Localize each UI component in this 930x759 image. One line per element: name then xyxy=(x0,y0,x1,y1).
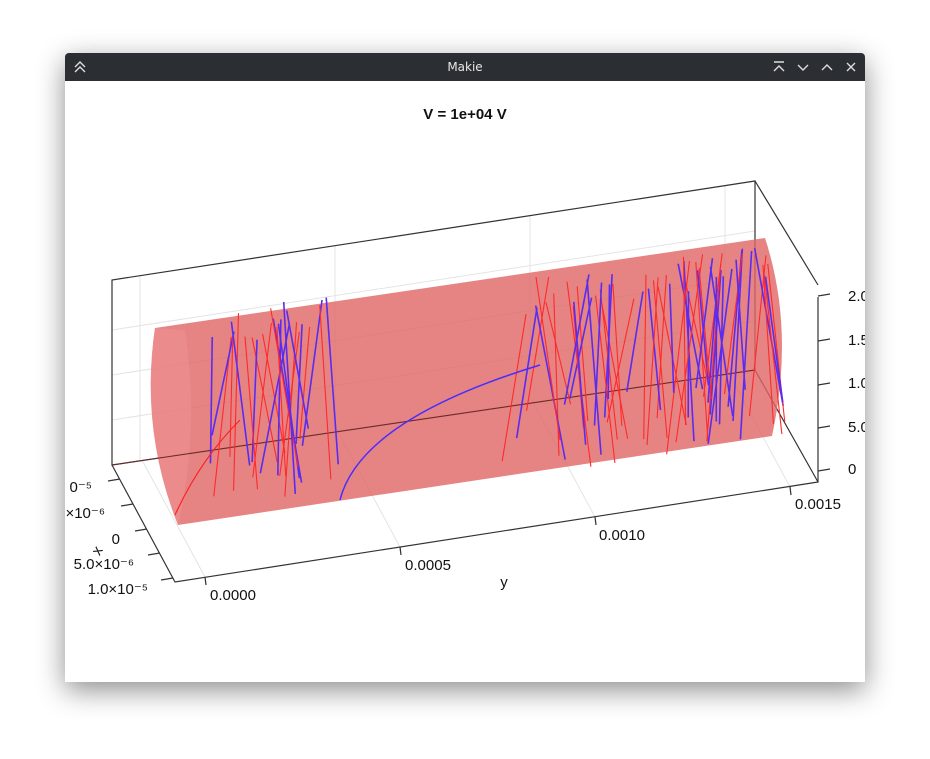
menu-button[interactable] xyxy=(73,60,87,74)
trajectory-segment xyxy=(568,297,593,400)
cylinder-cap xyxy=(150,328,192,525)
trajectory-segment xyxy=(534,305,566,460)
trajectory-segment xyxy=(696,270,710,385)
trajectory-segment xyxy=(301,299,323,446)
ticks xyxy=(107,293,831,586)
trajectory-segment xyxy=(299,326,311,439)
trajectory-segment xyxy=(753,248,784,407)
trajectory-curve xyxy=(174,419,241,516)
trajectory-segment xyxy=(282,301,297,494)
y-tick-label: 0.0010 xyxy=(599,527,645,544)
x-tick-label: 5.0×10⁻⁶ xyxy=(74,556,134,573)
trajectory-segment xyxy=(252,322,272,478)
x-tick-label: 0 xyxy=(112,531,120,548)
trajectory-segment xyxy=(647,288,662,411)
trajectory-segment xyxy=(230,321,251,466)
y-tick-label: 0.0005 xyxy=(405,557,451,574)
window-title: Makie xyxy=(447,60,483,74)
trajectory-segment xyxy=(572,306,584,428)
trajectory-segment xyxy=(698,267,712,400)
trajectory-segment xyxy=(325,297,340,465)
trajectory-segment xyxy=(706,263,722,442)
z-tick-label: 5.0 xyxy=(848,419,865,436)
trajectory-segment xyxy=(707,268,733,444)
trajectory-segment xyxy=(763,274,783,435)
y-tick-label: 0.0000 xyxy=(210,587,256,604)
trajectory-segment xyxy=(319,305,332,480)
trajectory-segment xyxy=(285,310,310,429)
cylinder xyxy=(150,238,782,525)
trajectory-segment xyxy=(244,336,259,490)
x-tick-label: ×10⁻⁶ xyxy=(65,505,105,522)
z-tick-label: 1.5 xyxy=(848,332,865,349)
trajectory-segment xyxy=(748,255,767,417)
x-tick-label: 0⁻⁵ xyxy=(70,479,92,496)
z-tick-label: 1.0 xyxy=(848,375,865,392)
trajectory-segment xyxy=(695,261,709,443)
trajectory-segment xyxy=(709,266,734,416)
trajectory-segment xyxy=(666,260,691,455)
z-tick-label: 0 xyxy=(848,461,856,478)
trajectory-segment xyxy=(515,307,538,439)
trajectory-segment xyxy=(251,339,258,463)
trajectory-segment xyxy=(739,251,753,440)
plot-title: V = 1e+04 V xyxy=(423,106,506,123)
trajectory-segment xyxy=(233,313,240,491)
trajectory-curve xyxy=(339,364,541,501)
trajectory-segment xyxy=(593,282,603,426)
keep-above-button[interactable] xyxy=(772,60,786,74)
window: Makie V = 1e+04 V xyxy=(65,53,865,682)
trajectory-segment xyxy=(211,331,235,436)
z-tick-label: 2.0 xyxy=(848,288,865,305)
trajectory-segment xyxy=(295,324,303,445)
trajectory-segment xyxy=(702,253,723,397)
close-button[interactable] xyxy=(844,60,858,74)
trajectory-segment xyxy=(270,308,299,467)
trajectory-segment xyxy=(764,276,784,403)
trajectories xyxy=(209,248,786,497)
trajectory-segment xyxy=(668,283,675,393)
minimize-button[interactable] xyxy=(796,60,810,74)
trajectory-segment xyxy=(535,276,561,441)
trajectory-segment xyxy=(576,286,589,422)
trajectory-segment xyxy=(612,283,623,426)
trajectory-segment xyxy=(545,302,572,405)
trajectory-segment xyxy=(573,301,587,445)
trajectory-segment xyxy=(732,248,744,422)
trajectory-segment xyxy=(277,319,282,476)
x-tick-label: 1.0×10⁻⁵ xyxy=(88,581,148,598)
y-axis-label: y xyxy=(500,574,508,591)
trajectory-segment xyxy=(259,323,291,474)
y-tick-label: 0.0015 xyxy=(795,496,841,513)
trajectory-segment xyxy=(607,284,611,400)
trajectory-segment xyxy=(682,256,687,425)
trajectory-segment xyxy=(707,289,718,403)
trajectory-segment xyxy=(229,337,234,457)
trajectory-segment xyxy=(606,298,635,423)
plot-canvas: V = 1e+04 V 2.0 xyxy=(65,106,865,604)
trajectory-segment xyxy=(526,276,550,411)
trajectory-segment xyxy=(209,337,214,464)
trajectory-segment xyxy=(601,302,629,439)
trajectory-segment xyxy=(723,253,743,395)
trajectory-segment xyxy=(501,314,527,462)
trajectory-segment xyxy=(735,259,746,390)
trajectory-segment xyxy=(675,254,704,443)
title-bar: Makie xyxy=(65,53,865,81)
trajectory-segment xyxy=(762,264,774,424)
maximize-button[interactable] xyxy=(820,60,834,74)
trajectory-segment xyxy=(677,263,704,390)
trajectory-segment xyxy=(626,291,644,392)
trajectory-segment xyxy=(646,277,659,446)
trajectory-segment xyxy=(643,274,647,440)
trajectory-segment xyxy=(276,326,287,477)
trajectory-segment xyxy=(262,333,286,453)
trajectory-segment xyxy=(213,336,232,497)
